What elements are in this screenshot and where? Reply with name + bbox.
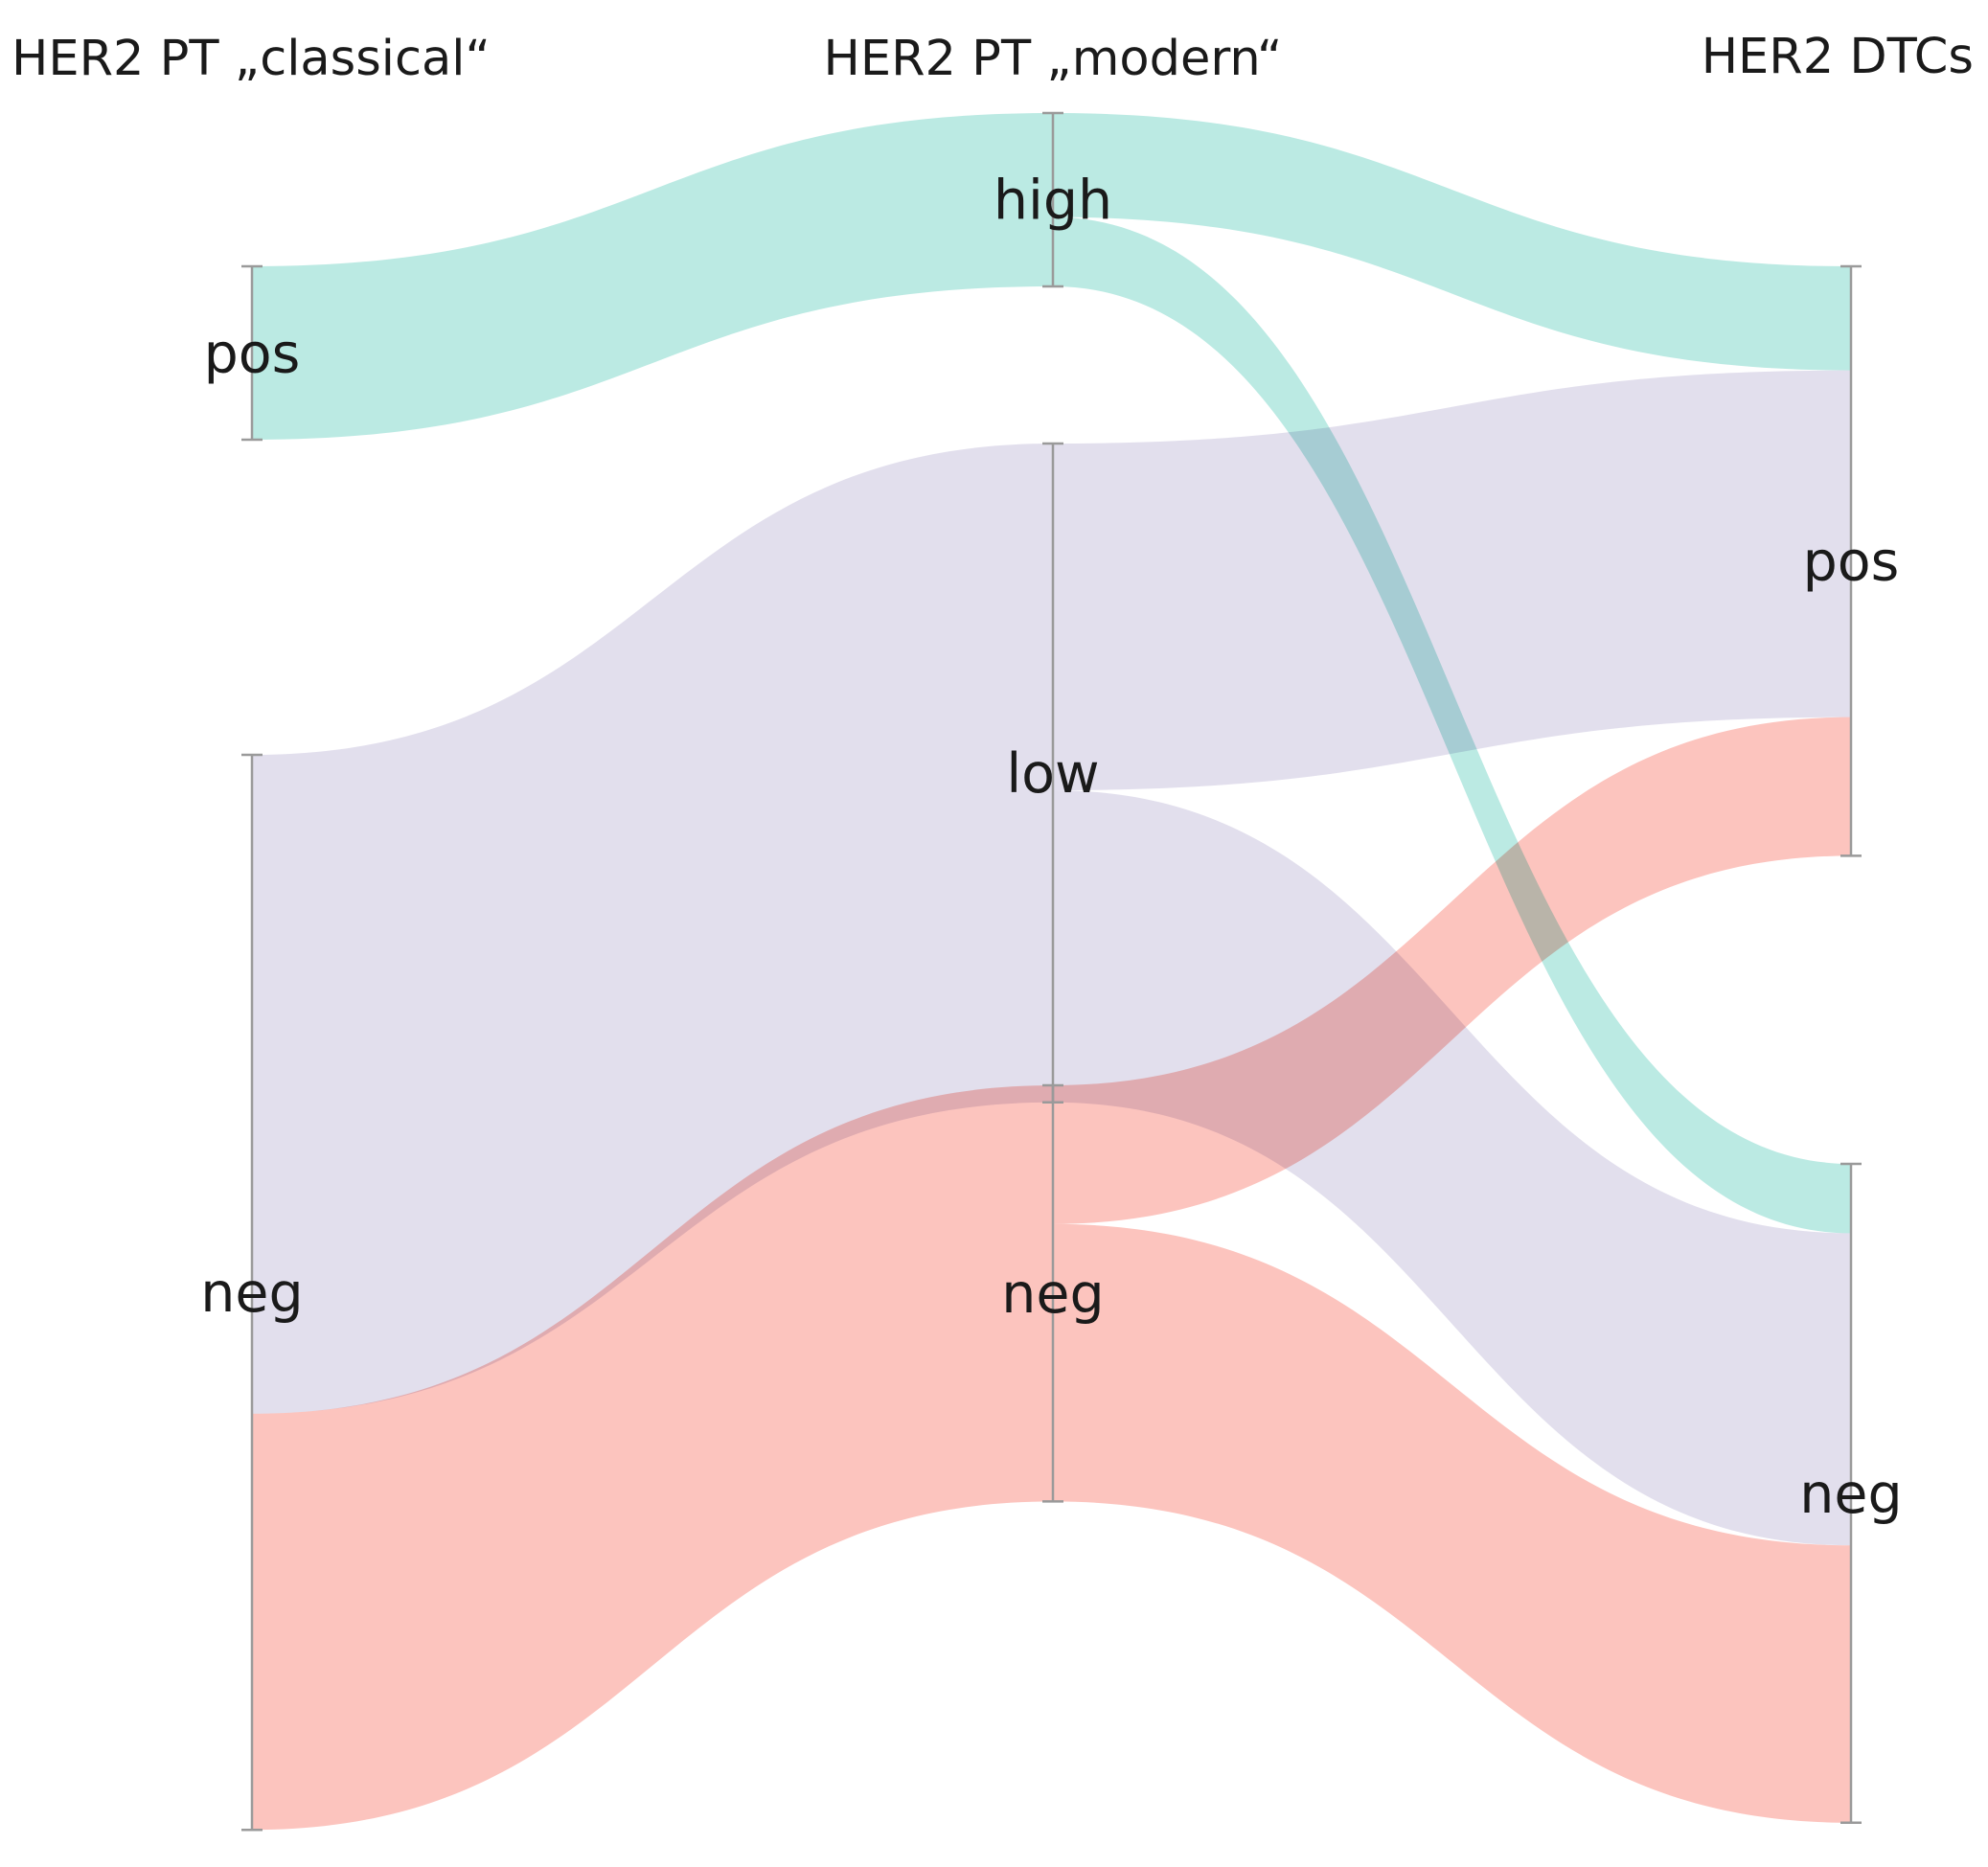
link-modern-neg-to-dtc-neg: [1053, 1223, 1851, 1823]
node-label-modern-high: high: [994, 170, 1112, 233]
node-classical-neg: [241, 753, 263, 1832]
node-modern-high: [1042, 111, 1063, 288]
node-modern-neg: [1042, 1083, 1063, 1503]
link-modern-high-to-dtc-pos: [1053, 113, 1851, 371]
link-modern-low-to-dtc-neg: [1053, 790, 1851, 1546]
node-label-dtc-pos: pos: [1803, 531, 1900, 594]
stage-title-classical: HER2 PT „classical“: [11, 31, 491, 87]
node-label-modern-low: low: [1006, 742, 1099, 806]
stage-titles: HER2 PT „classical“ HER2 PT „modern“ HER…: [11, 29, 1974, 87]
link-classical-neg-to-modern-low: [252, 444, 1053, 1414]
stage-title-dtcs: HER2 DTCs: [1702, 29, 1974, 85]
link-classical-pos-to-modern-high: [252, 113, 1053, 440]
nodes-layer: [241, 111, 1862, 1832]
link-classical-neg-to-modern-neg: [252, 1085, 1053, 1831]
node-dtc-pos: [1840, 264, 1862, 857]
node-label-modern-neg: neg: [1001, 1263, 1104, 1326]
node-label-classical-neg: neg: [200, 1262, 303, 1325]
links-layer: [252, 113, 1851, 1831]
stage-title-modern: HER2 PT „modern“: [824, 31, 1283, 87]
link-modern-low-to-dtc-pos: [1053, 370, 1851, 790]
node-classical-pos: [241, 264, 263, 442]
node-dtc-neg: [1840, 1162, 1862, 1825]
node-label-classical-pos: pos: [204, 323, 301, 386]
labels-layer: pos neg high low neg pos neg: [200, 170, 1902, 1526]
link-modern-neg-to-dtc-pos: [1053, 717, 1851, 1224]
node-label-dtc-neg: neg: [1799, 1463, 1902, 1526]
